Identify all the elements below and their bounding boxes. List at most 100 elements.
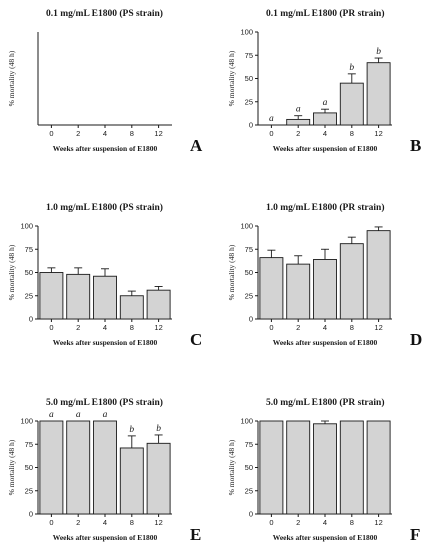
panel-e-x-axis-label: Weeks after suspension of E1800 — [53, 533, 158, 542]
panel-c-y-tick-label: 100 — [20, 222, 33, 231]
panel-f-title: 5.0 mg/mL E1800 (PR strain) — [266, 397, 384, 408]
panel-c-bar — [39, 272, 64, 320]
panel-e-x-tick-label: 0 — [49, 518, 53, 527]
panel-f-x-tick-label: 12 — [374, 518, 382, 527]
panel-e-y-tick-label: 75 — [25, 440, 33, 449]
panel-e-bar — [66, 420, 91, 515]
panel-d-y-tick-label: 100 — [240, 222, 253, 231]
panel-c-y-axis-label: % mortality (48 h) — [7, 244, 16, 300]
panel-c-y-tick-label: 25 — [25, 291, 33, 300]
panel-e-y-tick-label: 50 — [25, 463, 33, 472]
panel-d-x-tick-label: 2 — [296, 323, 300, 332]
panel-f-x-tick-label: 2 — [296, 518, 300, 527]
panel-b-y-tick-label: 50 — [245, 74, 253, 83]
panel-e-bar — [39, 420, 64, 515]
panel-c-x-tick-label: 4 — [103, 323, 107, 332]
panel-e-significance-letter: b — [156, 424, 161, 434]
panel-f-y-tick-label: 75 — [245, 440, 253, 449]
panel-e-y-tick-label: 0 — [29, 510, 33, 519]
panel-d: 1.0 mg/mL E1800 (PR strain) % mortality … — [227, 202, 422, 349]
panel-f-bar — [366, 420, 391, 515]
panel-f-x-axis-label: Weeks after suspension of E1800 — [273, 533, 378, 542]
panel-e-x-tick-label: 8 — [130, 518, 134, 527]
panel-b-x-tick-label: 4 — [323, 129, 327, 138]
panel-b-bar — [286, 118, 311, 126]
panel-c-y-tick-label: 75 — [25, 245, 33, 254]
panel-d-title: 1.0 mg/mL E1800 (PR strain) — [266, 202, 384, 213]
panel-b-bar — [339, 82, 364, 126]
panel-d-x-axis-label: Weeks after suspension of E1800 — [273, 338, 378, 347]
panel-a: 0.1 mg/mL E1800 (PS strain) % mortality … — [7, 8, 203, 155]
panel-e-significance-letter: a — [103, 410, 108, 420]
panel-c-y-tick-label: 0 — [29, 315, 33, 324]
panel-a-letter: A — [190, 136, 203, 155]
panel-b-significance-letter: a — [323, 98, 328, 108]
panel-f-y-tick-label: 50 — [245, 463, 253, 472]
panel-b-x-tick-label: 2 — [296, 129, 300, 138]
panel-b-bar — [366, 62, 391, 126]
panel-d-y-tick-label: 0 — [249, 315, 253, 324]
panel-e-bar — [119, 447, 144, 515]
panel-a-x-tick-label: 4 — [103, 129, 107, 138]
panel-c-title: 1.0 mg/mL E1800 (PS strain) — [46, 202, 163, 213]
panel-e-x-tick-label: 12 — [154, 518, 162, 527]
panel-c-bar — [146, 289, 171, 320]
panel-b-bar — [313, 112, 337, 126]
panel-f-y-axis-label: % mortality (48 h) — [227, 439, 236, 495]
panel-f-bar — [339, 420, 364, 515]
panel-d-bar — [339, 243, 364, 320]
panel-c-y-tick-label: 50 — [25, 268, 33, 277]
panel-b-title: 0.1 mg/mL E1800 (PR strain) — [266, 8, 384, 19]
panel-e-bar — [146, 442, 171, 515]
panel-e-significance-letter: a — [76, 410, 81, 420]
panel-c-bar — [66, 273, 91, 320]
panel-c-letter: C — [190, 330, 202, 349]
panel-d-y-tick-label: 25 — [245, 291, 253, 300]
panel-f-x-tick-label: 0 — [269, 518, 273, 527]
panel-d-x-tick-label: 0 — [269, 323, 273, 332]
panel-a-y-axis-label: % mortality (48 h) — [7, 50, 16, 106]
panel-b-x-tick-label: 12 — [374, 129, 382, 138]
panel-e-significance-letter: b — [129, 425, 134, 435]
panel-f: 5.0 mg/mL E1800 (PR strain) % mortality … — [227, 397, 420, 544]
panel-a-x-tick-label: 12 — [154, 129, 162, 138]
panel-b-x-tick-label: 0 — [269, 129, 273, 138]
panel-e-letter: E — [190, 525, 201, 544]
panel-d-bar — [259, 257, 284, 320]
panel-f-x-tick-label: 8 — [350, 518, 354, 527]
panel-e-x-tick-label: 4 — [103, 518, 107, 527]
panel-d-bar — [313, 259, 337, 320]
panel-e-y-axis-label: % mortality (48 h) — [7, 439, 16, 495]
panel-b-x-axis-label: Weeks after suspension of E1800 — [273, 144, 378, 153]
panel-f-y-tick-label: 100 — [240, 417, 253, 426]
panel-a-title: 0.1 mg/mL E1800 (PS strain) — [46, 8, 163, 19]
panel-e-title: 5.0 mg/mL E1800 (PS strain) — [46, 397, 163, 408]
panel-a-x-tick-label: 0 — [49, 129, 53, 138]
panel-f-bar — [313, 423, 337, 515]
panel-b-y-tick-label: 25 — [245, 97, 253, 106]
panel-e-x-tick-label: 2 — [76, 518, 80, 527]
panel-e-y-tick-label: 100 — [20, 417, 33, 426]
panel-b-y-tick-label: 75 — [245, 51, 253, 60]
panel-c-bar — [119, 295, 144, 320]
panel-d-bar — [286, 263, 311, 320]
panel-b-significance-letter: a — [296, 105, 301, 115]
panel-b: 0.1 mg/mL E1800 (PR strain) % mortality … — [227, 8, 421, 155]
panel-b-y-tick-label: 0 — [249, 121, 253, 130]
panel-e: 5.0 mg/mL E1800 (PS strain) % mortality … — [7, 397, 201, 544]
panel-d-y-tick-label: 75 — [245, 245, 253, 254]
panel-f-letter: F — [410, 525, 420, 544]
panel-b-letter: B — [410, 136, 421, 155]
panel-f-x-tick-label: 4 — [323, 518, 327, 527]
panel-d-letter: D — [410, 330, 422, 349]
panel-a-x-axis-label: Weeks after suspension of E1800 — [53, 144, 158, 153]
panel-b-significance-letter: b — [376, 47, 381, 57]
panel-d-bar — [366, 230, 391, 320]
panel-e-bar — [93, 420, 117, 515]
panel-e-y-tick-label: 25 — [25, 486, 33, 495]
panel-f-y-tick-label: 0 — [249, 510, 253, 519]
panel-c-x-tick-label: 2 — [76, 323, 80, 332]
panel-b-x-tick-label: 8 — [350, 129, 354, 138]
panel-a-x-tick-label: 8 — [130, 129, 134, 138]
